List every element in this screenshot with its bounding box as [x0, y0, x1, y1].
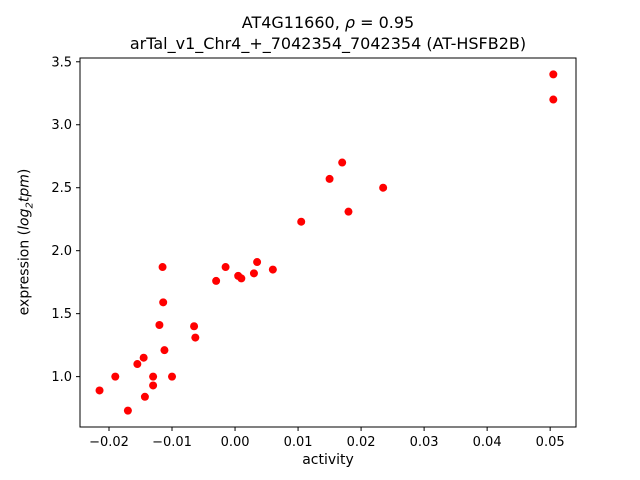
scatter-point [160, 346, 169, 355]
scatter-point [149, 372, 158, 381]
scatter-point [158, 263, 167, 272]
x-tick-label: −0.01 [152, 435, 192, 450]
scatter-point [297, 217, 306, 226]
chart-title-line2: arTal_v1_Chr4_+_7042354_7042354 (AT-HSFB… [129, 34, 527, 53]
scatter-point [95, 386, 104, 395]
scatter-point [253, 258, 262, 267]
scatter-point [325, 174, 334, 183]
scatter-point [190, 322, 199, 331]
scatter-point [338, 158, 347, 167]
x-tick-label: 0.00 [221, 435, 250, 450]
scatter-point [123, 406, 132, 415]
title-gene-id: AT4G11660, [241, 13, 345, 32]
y-tick-label: 3.5 [51, 55, 72, 70]
scatter-point [149, 381, 158, 390]
scatter-point [139, 353, 148, 362]
x-tick-label: 0.05 [536, 435, 565, 450]
scatter-point [155, 320, 164, 329]
scatter-point [237, 274, 246, 283]
x-tick-label: 0.04 [473, 435, 502, 450]
scatter-point [212, 276, 221, 285]
scatter-point [549, 95, 558, 104]
x-tick-label: 0.01 [284, 435, 313, 450]
x-axis-label: activity [302, 452, 354, 468]
scatter-point [268, 265, 277, 274]
y-tick-label: 3.0 [51, 118, 72, 133]
scatter-point [168, 372, 177, 381]
scatter-point [140, 392, 149, 401]
chart-title: AT4G11660, ρ = 0.95 arTal_v1_Chr4_+_7042… [130, 12, 526, 54]
scatter-point [191, 333, 200, 342]
chart-title-line1: AT4G11660, ρ = 0.95 [130, 12, 526, 33]
y-tick-label: 2.0 [51, 244, 72, 259]
scatter-point [549, 70, 558, 79]
y-tick-label: 1.0 [51, 370, 72, 385]
scatter-point [344, 207, 353, 216]
y-axis-label: expression (log2tpm) [16, 168, 36, 316]
x-tick-label: −0.02 [89, 435, 129, 450]
plot-frame [79, 57, 577, 428]
scatter-point [249, 269, 258, 278]
title-rho-symbol: ρ [344, 13, 356, 32]
scatter-point [133, 360, 142, 369]
x-tick-label: 0.03 [410, 435, 439, 450]
x-tick-label: 0.02 [347, 435, 376, 450]
scatter-point [111, 372, 120, 381]
y-tick-label: 1.5 [51, 307, 72, 322]
title-rho-value: = 0.95 [355, 13, 415, 32]
scatter-point [159, 298, 168, 307]
y-tick-label: 2.5 [51, 181, 72, 196]
scatter-point [379, 183, 388, 192]
scatter-point [221, 263, 230, 272]
